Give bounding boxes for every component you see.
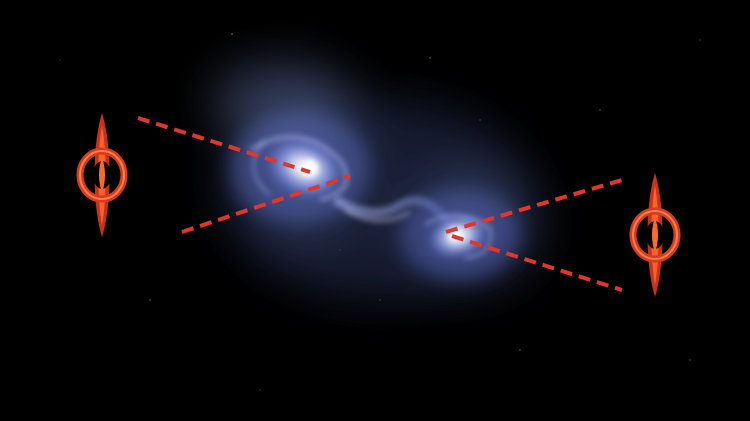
galaxy-lower-right bbox=[400, 190, 520, 280]
sightline-left-upper bbox=[137, 116, 311, 174]
starfield bbox=[59, 33, 701, 391]
sightline-right-lower bbox=[451, 234, 623, 292]
black-hole-icon-right bbox=[629, 173, 681, 297]
black-hole-icon-left bbox=[76, 113, 128, 237]
sightline-right-upper bbox=[445, 178, 623, 234]
sightlines bbox=[137, 116, 623, 292]
sightline-left-lower bbox=[181, 174, 351, 234]
galaxy-upper-left bbox=[230, 113, 370, 223]
